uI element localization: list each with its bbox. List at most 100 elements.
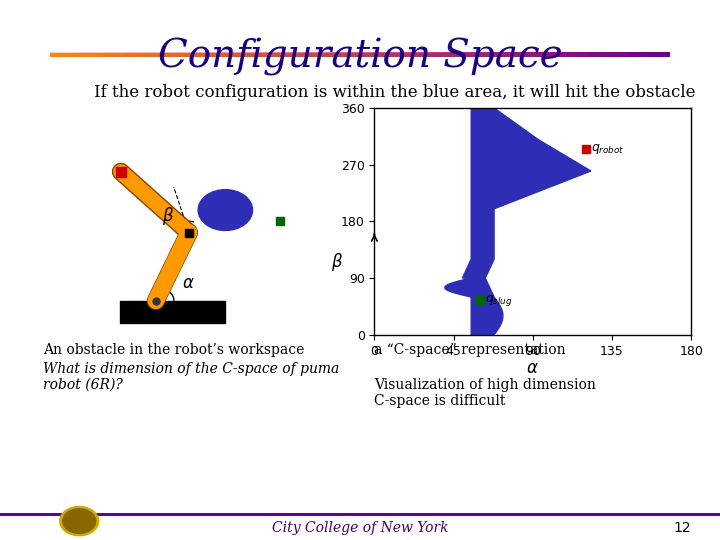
Bar [444,52,446,57]
Bar [356,52,359,57]
Bar [96,52,99,57]
Bar [235,52,238,57]
Bar [518,53,521,57]
Bar [281,52,284,57]
Bar [162,52,165,57]
Bar [536,53,539,57]
Bar [91,53,94,57]
Bar [512,53,515,57]
Bar [109,52,111,57]
Bar [512,52,514,57]
Bar [192,52,194,57]
Bar [526,52,528,57]
Bar [238,52,240,57]
Bar [65,52,68,57]
Bar [652,52,655,57]
Bar [104,52,107,57]
Bar [295,53,298,57]
Bar [199,53,202,57]
Bar [502,52,505,57]
Bar [648,53,651,57]
Bar [344,52,346,57]
Bar [337,52,339,57]
Bar [474,53,477,57]
Bar [406,53,410,57]
Bar [89,52,91,57]
Bar [424,52,427,57]
Bar [372,53,376,57]
Bar [245,52,247,57]
Bar [165,53,168,57]
Bar [115,53,119,57]
Bar [153,52,155,57]
Bar [378,52,381,57]
Bar [410,53,413,57]
Bar [623,53,626,57]
Bar [310,53,313,57]
Bar [82,52,84,57]
Bar [456,53,459,57]
Text: $q_{robot}$: $q_{robot}$ [591,142,624,156]
Bar [551,52,553,57]
Bar [339,52,342,57]
Bar [655,52,657,57]
Bar [156,53,158,57]
Bar [128,53,131,57]
Bar [220,52,222,57]
Bar [541,52,544,57]
Bar [66,53,69,57]
Text: Visualization of high dimension: Visualization of high dimension [374,378,596,392]
Bar [594,52,597,57]
Bar [286,52,289,57]
Bar [524,52,526,57]
Bar [450,53,453,57]
Bar [408,52,410,57]
Bar [208,53,212,57]
Text: Configuration Space: Configuration Space [158,38,562,76]
Bar [560,52,563,57]
Bar [252,53,255,57]
Bar [462,53,465,57]
Bar [63,53,66,57]
Bar [171,53,174,57]
Bar [203,52,206,57]
Circle shape [198,190,253,231]
Bar [490,53,493,57]
Bar [660,52,662,57]
Bar [264,53,267,57]
Bar [264,52,266,57]
Bar [453,53,456,57]
Bar [146,53,150,57]
Bar [230,53,233,57]
Bar [193,53,196,57]
Bar [577,52,580,57]
Bar [87,52,89,57]
Bar [517,52,519,57]
Bar [53,52,55,57]
Bar [126,52,128,57]
Bar [181,53,184,57]
Bar [626,53,629,57]
Bar [199,52,201,57]
Bar [477,53,481,57]
Bar [114,52,116,57]
Bar [570,52,572,57]
Bar [323,52,325,57]
Bar [515,53,518,57]
Bar [360,53,363,57]
Bar [168,53,171,57]
Bar [586,53,589,57]
Bar [196,52,199,57]
Bar [222,52,225,57]
Bar [667,53,670,57]
Bar [470,52,473,57]
Bar [363,53,366,57]
Bar [137,53,140,57]
Bar [505,52,507,57]
Bar [96,53,100,57]
Bar [248,53,252,57]
Bar [305,53,307,57]
Polygon shape [445,108,590,335]
Bar [78,53,81,57]
Bar [604,52,606,57]
